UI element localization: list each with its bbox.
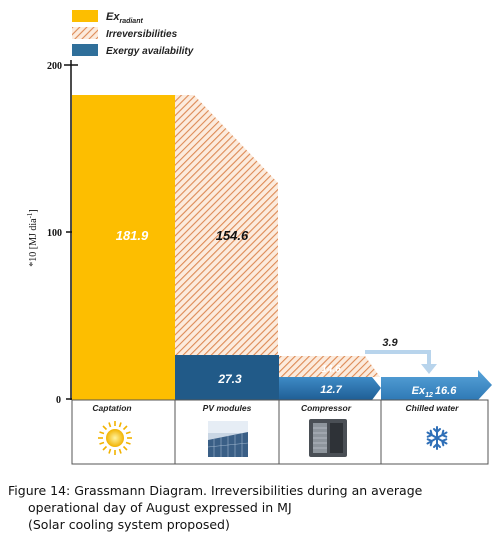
recovered-exergy-arrowhead [421,364,437,374]
pv-exergy-bar [175,355,279,400]
legend-item-irreversibilities: Irreversibilities [72,27,178,40]
compressor-exergy-value-label: 12.7 [320,384,342,396]
legend-sub-radiant: radiant [119,18,143,25]
y-axis: 200 100 0 *10 [MJ dia-1] [26,60,78,406]
sun-icon [98,421,132,455]
legend-swatch-radiant [72,10,98,22]
legend-item-exergy: Exergy availability [72,44,194,57]
y-axis-label: *10 [MJ dia-1] [26,209,39,267]
caption-line-2: operational day of August expressed in M… [28,500,292,515]
legend-label-exergy: Exergy availability [106,46,194,57]
stage-label-compressor: Compressor [301,403,352,413]
compressor-irreversibilities-value-label: 14.6 [321,364,341,375]
legend-label-radiant: Ex [106,11,120,23]
stage-table-border [71,399,489,465]
value-labels: 181.9 154.6 27.3 14.6 12.7 3.9 Ex12 16.6 [116,228,457,399]
legend-label-irreversibilities: Irreversibilities [106,29,178,40]
recovered-value-label: 3.9 [382,337,398,349]
snowflake-icon [426,426,448,450]
legend-swatch-exergy [72,44,98,56]
stage-label-pv-modules: PV modules [203,403,252,413]
chilled-water-value-label: Ex12 16.6 [412,385,458,399]
svg-text:Exradiant: Exradiant [106,11,143,25]
figure-caption: Figure 14: Grassmann Diagram. Irreversib… [8,482,488,533]
legend-item-radiant: Exradiant [72,10,143,25]
pv-irreversibilities-value-label: 154.6 [216,228,249,243]
caption-line-3: (Solar cooling system proposed) [28,517,230,532]
y-tick-label-200: 200 [47,61,62,72]
legend: Exradiant Irreversibilities Exergy avail… [72,10,194,57]
stage-table: Captation PV modules Compressor Chilled … [71,399,489,465]
chilled-water-exergy-arrow [381,370,492,400]
legend-swatch-irreversibilities [72,27,98,39]
grassmann-diagram: Exradiant Irreversibilities Exergy avail… [26,10,492,465]
y-tick-label-0: 0 [56,395,61,406]
solar-panel-icon [207,421,249,457]
recovered-exergy-arrow [365,350,431,366]
caption-line-1: Figure 14: Grassmann Diagram. Irreversib… [8,483,423,498]
pv-exergy-value-label: 27.3 [217,372,242,386]
stage-label-captation: Captation [92,403,131,413]
pv-irreversibilities-band [175,95,278,355]
captation-radiant-bar [72,95,175,400]
stage-label-chilled-water: Chilled water [406,403,460,413]
radiant-value-label: 181.9 [116,228,149,243]
y-tick-label-100: 100 [47,228,62,239]
compressor-irreversibilities-band [279,356,380,377]
flow-shapes [72,95,492,400]
compressor-exergy-arrow [279,377,381,400]
compressor-icon [309,419,347,457]
